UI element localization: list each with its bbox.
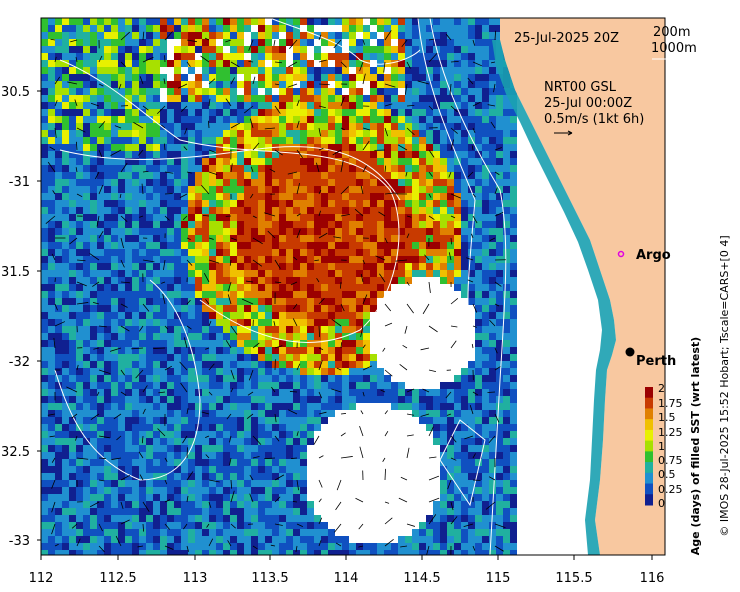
- y-axis: 30.5 -31 31.5 -32 32.5 -33: [1, 85, 30, 549]
- x-tick-label: 112.5: [99, 571, 136, 586]
- colorbar: [645, 387, 653, 506]
- x-tick-label: 116: [640, 571, 665, 586]
- y-tick-label: 31.5: [1, 265, 30, 280]
- map-date-title: 25-Jul-2025 20Z: [514, 31, 619, 46]
- y-tick-label: 32.5: [1, 445, 30, 460]
- colorbar-tick: 1.5: [658, 411, 676, 424]
- colorbar-tick: 1: [658, 440, 665, 453]
- colorbar-swatch: [645, 397, 653, 409]
- depth-legend-200m: 200m: [653, 25, 690, 40]
- map-frame-border: [40, 17, 666, 556]
- colorbar-swatch: [645, 472, 653, 485]
- y-tick-label: -33: [9, 534, 30, 549]
- x-tick-label: 114.5: [403, 571, 440, 586]
- colorbar-swatch: [645, 408, 653, 420]
- colorbar-swatch: [645, 429, 653, 442]
- y-tick-label: -31: [9, 175, 30, 190]
- colorbar-tick: 0.5: [658, 468, 676, 481]
- current-source-label: NRT00 GSL: [544, 80, 617, 95]
- colorbar-tick: 1.25: [658, 426, 683, 439]
- colorbar-swatch: [645, 387, 653, 399]
- colorbar-tick: 0.25: [658, 483, 683, 496]
- colorbar-swatch: [645, 419, 653, 431]
- depth-legend-1000m: 1000m: [651, 41, 697, 56]
- bathymetry-contours: [54, 18, 507, 555]
- x-tick-label: 113.5: [251, 571, 288, 586]
- x-axis-ticks: [40, 555, 653, 560]
- colorbar-swatch: [645, 440, 653, 452]
- place-label-argo: Argo: [636, 248, 671, 263]
- colorbar-tick: 1.75: [658, 397, 683, 410]
- x-tick-label: 115: [486, 571, 511, 586]
- argo-float-marker: [617, 250, 625, 258]
- y-tick-label: -32: [9, 355, 30, 370]
- colorbar-tick: 0.75: [658, 454, 683, 467]
- x-axis: 112 112.5 113 113.5 114 114.5 115 115.5 …: [29, 571, 665, 586]
- credit-text: © IMOS 28-Jul-2025 15:52 Hobart; Tscale=…: [718, 235, 731, 536]
- colorbar-swatch: [645, 494, 653, 506]
- colorbar-tick: 0: [658, 497, 665, 510]
- map-plot-area: [41, 18, 665, 555]
- current-scale-arrow: [554, 130, 573, 136]
- y-tick-label: 30.5: [1, 85, 30, 100]
- land-australia: [500, 18, 665, 555]
- colorbar-tick: 2: [658, 382, 665, 395]
- y-axis-ticks: [37, 90, 41, 541]
- place-label-perth: Perth: [636, 354, 676, 369]
- perth-city-marker: [625, 347, 635, 357]
- x-tick-label: 114: [334, 571, 359, 586]
- colorbar-label: Age (days) of filled SST (wrt latest): [689, 337, 702, 555]
- colorbar-swatch: [645, 483, 653, 495]
- colorbar-tick-labels: 2 1.75 1.5 1.25 1 0.75 0.5 0.25 0: [658, 382, 683, 510]
- sst-age-field: [41, 18, 517, 555]
- x-tick-label: 112: [29, 571, 54, 586]
- colorbar-swatch: [645, 462, 653, 474]
- x-tick-label: 113: [183, 571, 208, 586]
- x-tick-label: 115.5: [555, 571, 592, 586]
- current-vectors: [45, 30, 506, 555]
- colorbar-swatch: [645, 451, 653, 463]
- current-time-label: 25-Jul 00:00Z: [544, 96, 632, 111]
- current-scale-label: 0.5m/s (1kt 6h): [544, 112, 644, 127]
